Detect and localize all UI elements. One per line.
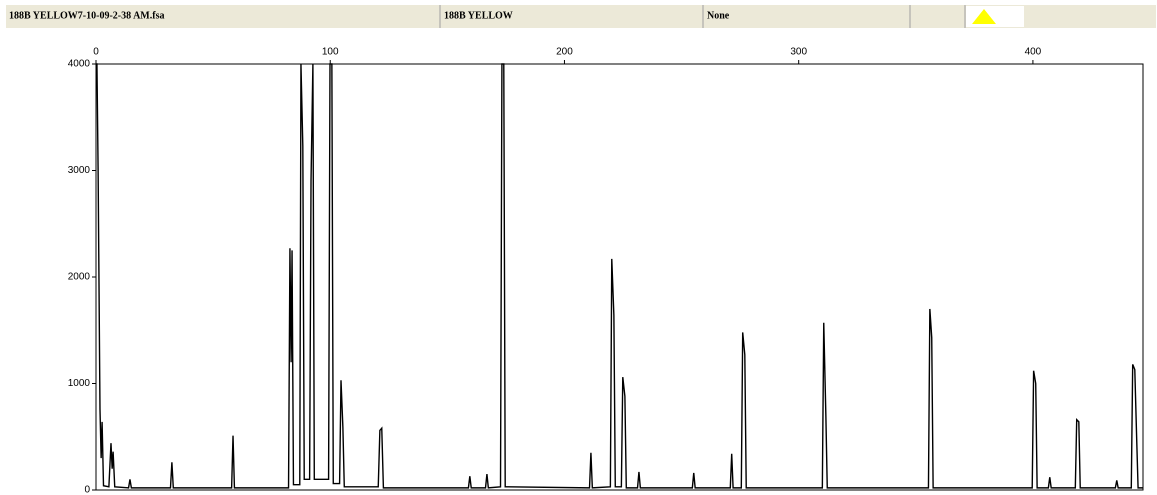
x-tick-label: 100	[322, 47, 339, 58]
status: None	[707, 10, 730, 21]
yellow-triangle	[972, 9, 996, 24]
x-tick-label: 400	[1025, 47, 1042, 58]
y-tick-label: 4000	[68, 59, 91, 70]
x-tick-label: 0	[93, 47, 99, 58]
file-name: 188B YELLOW7-10-09-2-38 AM.fsa	[9, 10, 164, 21]
x-tick-label: 300	[790, 47, 807, 58]
header-bar	[6, 5, 1156, 28]
trace-line	[96, 63, 1143, 489]
sample-name: 188B YELLOW	[444, 10, 513, 21]
x-tick-label: 200	[556, 47, 573, 58]
y-tick-label: 0	[84, 485, 90, 495]
y-tick-label: 2000	[68, 272, 91, 283]
y-tick-label: 3000	[68, 165, 91, 176]
y-tick-label: 1000	[68, 378, 91, 389]
plot-frame	[95, 63, 1144, 491]
